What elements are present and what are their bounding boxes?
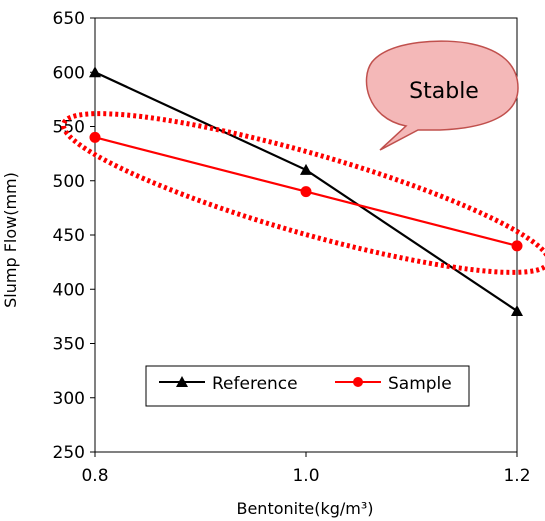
legend-box	[145, 365, 470, 407]
y-tick-label: 250	[53, 443, 85, 463]
y-tick-label: 450	[53, 226, 85, 246]
series-sample-point	[89, 131, 101, 143]
x-tick-label: 1.2	[503, 466, 530, 486]
legend-sample-marker	[353, 377, 363, 387]
series-layer	[89, 66, 523, 316]
x-axis-label: Bentonite(kg/m³)	[236, 499, 373, 518]
y-axis-ticks: 250 300 350 400 450 500 550 600 650	[53, 9, 95, 463]
stable-callout: Stable	[365, 40, 519, 151]
x-tick-label: 1.0	[292, 466, 319, 486]
stable-highlight-ellipse	[61, 111, 545, 275]
series-reference-point	[300, 163, 312, 175]
y-axis-label: Slump Flow(mm)	[1, 172, 20, 308]
y-tick-label: 400	[53, 280, 85, 300]
series-sample-point	[511, 240, 523, 252]
y-tick-label: 350	[53, 335, 85, 355]
series-reference-point	[89, 66, 101, 78]
x-axis-ticks: 0.8 1.0 1.2	[81, 452, 531, 486]
legend-reference-marker	[176, 376, 188, 387]
y-tick-label: 650	[53, 9, 85, 29]
series-sample-point	[300, 186, 312, 198]
callout-text: Stable	[409, 79, 479, 104]
y-tick-label: 600	[53, 63, 85, 83]
legend-sample-label: Sample	[388, 374, 452, 394]
legend-reference-label: Reference	[212, 374, 298, 394]
legend: Reference Sample	[145, 365, 470, 407]
x-tick-label: 0.8	[81, 466, 108, 486]
callout-bubble	[365, 40, 519, 151]
y-tick-label: 300	[53, 389, 85, 409]
series-reference-point	[511, 304, 523, 316]
y-tick-label: 550	[53, 118, 85, 138]
y-tick-label: 500	[53, 172, 85, 192]
